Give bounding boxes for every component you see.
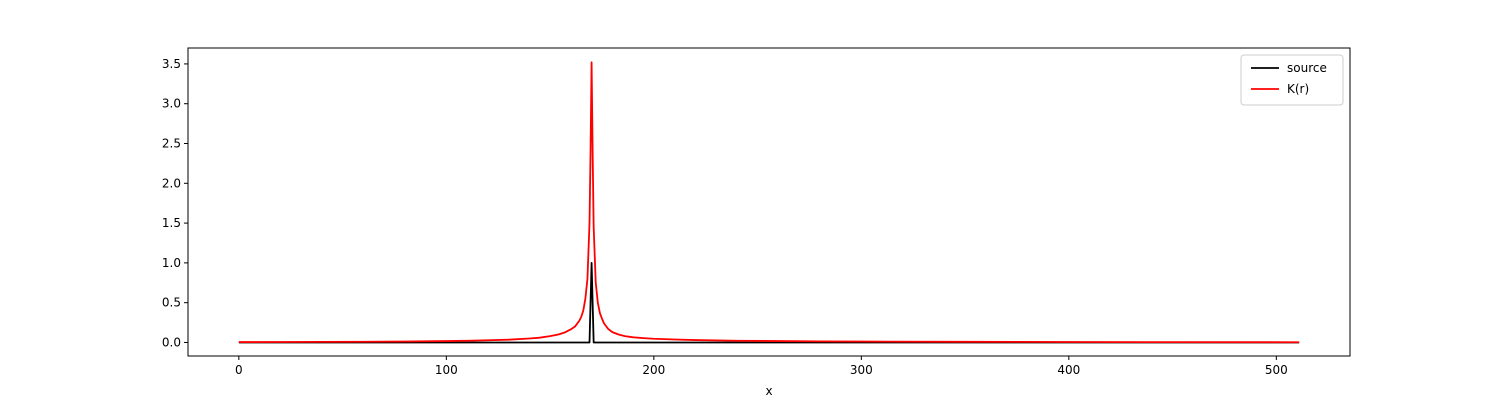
x-tick-label: 200 [642, 363, 665, 377]
x-tick-label: 100 [435, 363, 458, 377]
axes: 0 100 200 300 400 500 0.0 0.5 1.0 1.5 2.0 2.5 3.0 3.5 [162, 47, 1351, 377]
legend: source K(r) [1240, 54, 1344, 106]
x-axis-label: x [765, 384, 772, 398]
y-tick-label: 3.0 [162, 97, 181, 111]
x-tick-label: 0 [235, 363, 243, 377]
y-tick-label: 3.5 [162, 57, 181, 71]
series-line-kr [238, 61, 1300, 344]
x-tick-label: 300 [850, 363, 873, 377]
x-tick-label: 400 [1057, 363, 1080, 377]
legend-label: K(r) [1287, 82, 1309, 96]
x-tick-label: 500 [1265, 363, 1288, 377]
y-tick-label: 2.5 [162, 137, 181, 151]
y-tick-label: 1.0 [162, 256, 181, 270]
legend-label: source [1287, 61, 1327, 75]
y-tick-label: 0.5 [162, 296, 181, 310]
y-tick-label: 1.5 [162, 216, 181, 230]
series-line-source [238, 261, 1300, 344]
y-tick-label: 2.0 [162, 176, 181, 190]
axes-frame [187, 47, 1351, 357]
series-group [238, 61, 1300, 344]
y-tick-label: 0.0 [162, 335, 181, 349]
